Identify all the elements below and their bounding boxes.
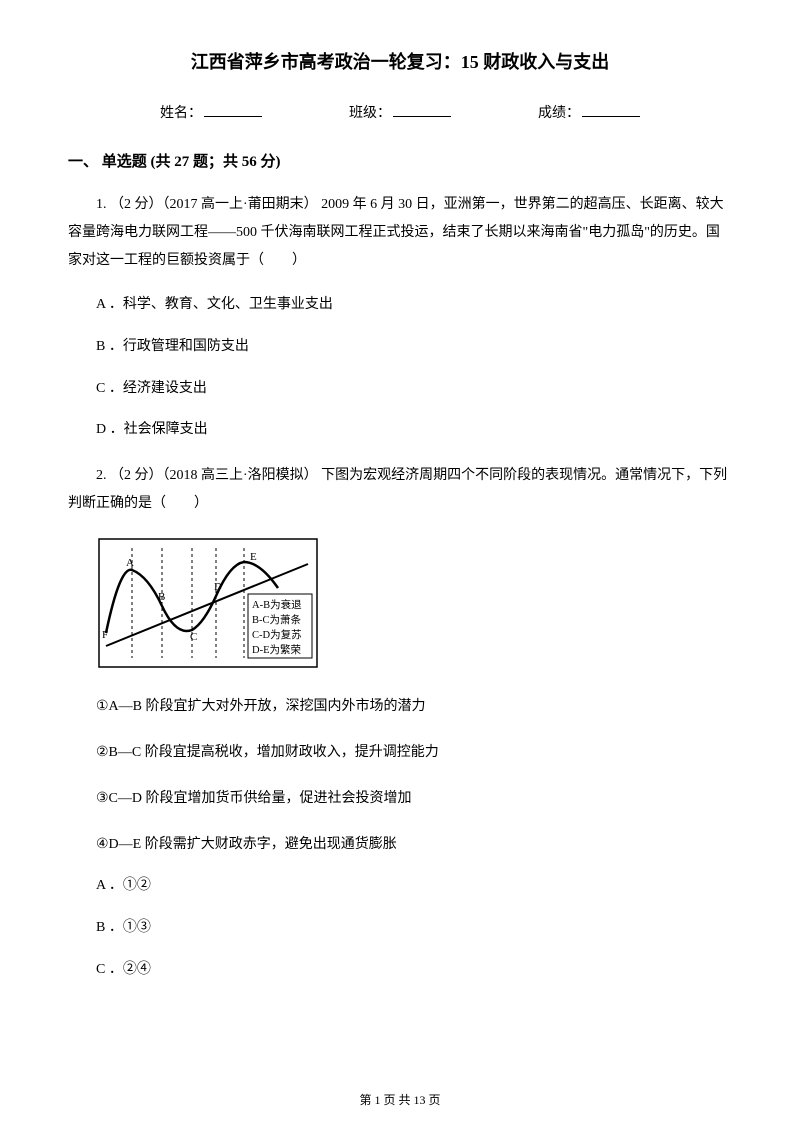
class-blank bbox=[393, 103, 451, 117]
legend3: C-D为复苏 bbox=[252, 628, 302, 641]
page-footer: 第 1 页 共 13 页 bbox=[0, 1091, 800, 1108]
economic-cycle-chart: A B C D E F A-B为衰退 B-C为萧条 C-D为复苏 D-E为繁荣 bbox=[98, 538, 732, 673]
svg-text:F: F bbox=[102, 629, 108, 641]
svg-text:E: E bbox=[250, 551, 257, 563]
footer-mid: 页 共 bbox=[380, 1093, 413, 1107]
q1-option-c: C ．经济建设支出 bbox=[68, 377, 732, 401]
q2-option-a: A ．①② bbox=[68, 874, 732, 898]
legend1: A-B为衰退 bbox=[252, 598, 302, 611]
q2-statement-3: ③C—D 阶段宜增加货币供给量，促进社会投资增加 bbox=[68, 787, 732, 811]
q1-option-b: B ．行政管理和国防支出 bbox=[68, 335, 732, 359]
svg-text:D: D bbox=[214, 581, 222, 593]
q2-text: 2. （2 分）（2018 高三上·洛阳模拟） 下图为宏观经济周期四个不同阶段的… bbox=[68, 462, 732, 518]
legend2: B-C为萧条 bbox=[252, 613, 302, 626]
info-line: 姓名： 班级： 成绩： bbox=[68, 102, 732, 122]
q2-statement-1: ①A—B 阶段宜扩大对外开放，深挖国内外市场的潜力 bbox=[68, 695, 732, 719]
score-blank bbox=[582, 103, 640, 117]
score-label: 成绩： bbox=[538, 106, 580, 121]
q1-text: 1. （2 分）（2017 高一上·莆田期末） 2009 年 6 月 30 日，… bbox=[68, 191, 732, 275]
class-label: 班级： bbox=[349, 106, 391, 121]
footer-prefix: 第 bbox=[359, 1093, 374, 1107]
name-blank bbox=[204, 103, 262, 117]
page-title: 江西省萍乡市高考政治一轮复习：15 财政收入与支出 bbox=[68, 48, 732, 74]
q2-statement-2: ②B—C 阶段宜提高税收，增加财政收入，提升调控能力 bbox=[68, 741, 732, 765]
svg-text:C: C bbox=[190, 631, 197, 643]
name-label: 姓名： bbox=[160, 106, 202, 121]
svg-text:A: A bbox=[126, 557, 134, 569]
footer-suffix: 页 bbox=[426, 1093, 441, 1107]
q1-option-a: A ．科学、教育、文化、卫生事业支出 bbox=[68, 293, 732, 317]
section-header: 一、 单选题 (共 27 题；共 56 分) bbox=[68, 150, 732, 171]
q2-statement-4: ④D—E 阶段需扩大财政赤字，避免出现通货膨胀 bbox=[68, 833, 732, 857]
footer-total: 13 bbox=[414, 1093, 426, 1107]
q1-option-d: D ．社会保障支出 bbox=[68, 418, 732, 442]
svg-text:B: B bbox=[158, 591, 165, 603]
legend4: D-E为繁荣 bbox=[252, 643, 301, 656]
q2-option-b: B ．①③ bbox=[68, 916, 732, 940]
q2-option-c: C ．②④ bbox=[68, 958, 732, 982]
